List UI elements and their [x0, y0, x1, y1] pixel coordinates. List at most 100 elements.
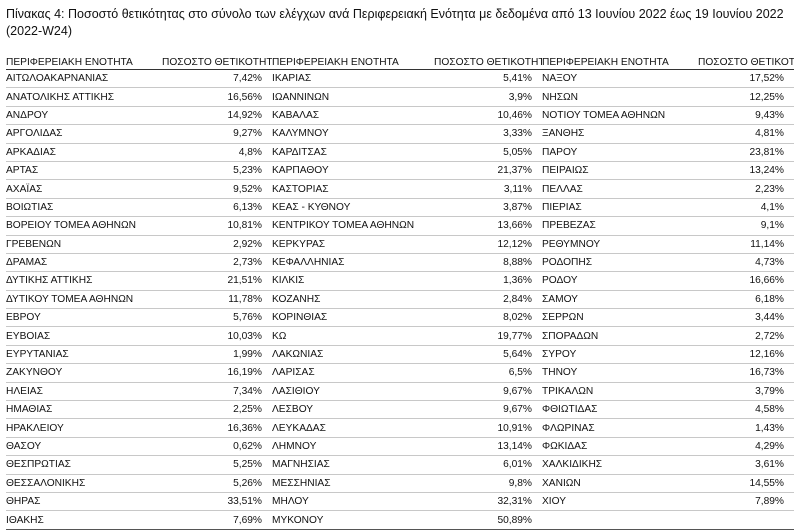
- region-cell: ΣΥΡΟΥ: [542, 345, 684, 365]
- region-cell: ΤΗΝΟΥ: [542, 363, 684, 383]
- rate-cell: 7,89%: [684, 492, 794, 512]
- region-cell: ΚΑΒΑΛΑΣ: [272, 106, 420, 126]
- region-cell: ΝΗΣΩΝ: [542, 87, 684, 107]
- region-cell: ΠΡΕΒΕΖΑΣ: [542, 216, 684, 236]
- rate-cell: 16,56%: [148, 87, 272, 107]
- table-row: ΑΡΓΟΛΙΔΑΣ 9,27% ΚΑΛΥΜΝΟΥ 3,33% ΞΑΝΘΗΣ 4,81%: [6, 124, 794, 144]
- region-cell: ΤΡΙΚΑΛΩΝ: [542, 382, 684, 402]
- region-cell: ΑΡΓΟΛΙΔΑΣ: [6, 124, 148, 144]
- header-row: ΠΕΡΙΦΕΡΕΙΑΚΗ ΕΝΟΤΗΤΑ ΠΟΣΟΣΤΟ ΘΕΤΙΚΟΤΗΤΑΣ…: [6, 55, 794, 70]
- region-cell: ΚΕΦΑΛΛΗΝΙΑΣ: [272, 253, 420, 273]
- region-cell: ΚΕΑΣ - ΚΥΘΝΟΥ: [272, 198, 420, 218]
- table-row: ΔΥΤΙΚΗΣ ΑΤΤΙΚΗΣ 21,51% ΚΙΛΚΙΣ 1,36% ΡΟΔΟΥ 16,…: [6, 271, 794, 291]
- rate-cell: 2,23%: [684, 179, 794, 199]
- rate-cell: 4,58%: [684, 400, 794, 420]
- table-row: ΑΝΔΡΟΥ 14,92% ΚΑΒΑΛΑΣ 10,46% ΝΟΤΙΟΥ ΤΟΜΕΑ ΑΘ…: [6, 106, 794, 126]
- region-cell: ΣΕΡΡΩΝ: [542, 308, 684, 328]
- region-cell: ΠΑΡΟΥ: [542, 143, 684, 162]
- table-row: ΕΥΡΥΤΑΝΙΑΣ 1,99% ΛΑΚΩΝΙΑΣ 5,64% ΣΥΡΟΥ 12,16%: [6, 345, 794, 365]
- rate-cell: 17,52%: [684, 69, 794, 89]
- region-cell: ΛΑΣΙΘΙΟΥ: [272, 382, 420, 402]
- rate-cell: 12,16%: [684, 345, 794, 365]
- region-cell: ΧΙΟΥ: [542, 492, 684, 512]
- region-cell: ΛΑΚΩΝΙΑΣ: [272, 345, 420, 365]
- rate-cell: 2,84%: [420, 290, 542, 310]
- rate-cell: 12,12%: [420, 235, 542, 254]
- rate-cell: 5,76%: [148, 308, 272, 328]
- rate-cell: 8,88%: [420, 253, 542, 273]
- region-cell: ΕΥΒΟΙΑΣ: [6, 326, 148, 346]
- region-cell: ΑΝΔΡΟΥ: [6, 106, 148, 126]
- rate-cell: 16,66%: [684, 271, 794, 291]
- rate-cell: 8,02%: [420, 308, 542, 328]
- region-cell: ΠΕΛΛΑΣ: [542, 179, 684, 199]
- region-cell: ΜΑΓΝΗΣΙΑΣ: [272, 455, 420, 475]
- table-row: ΘΗΡΑΣ 33,51% ΜΗΛΟΥ 32,31% ΧΙΟΥ 7,89%: [6, 492, 794, 512]
- table-row: ΖΑΚΥΝΘΟΥ 16,19% ΛΑΡΙΣΑΣ 6,5% ΤΗΝΟΥ 16,73%: [6, 363, 794, 383]
- rate-cell: 0,62%: [148, 437, 272, 457]
- table-row: ΗΛΕΙΑΣ 7,34% ΛΑΣΙΘΙΟΥ 9,67% ΤΡΙΚΑΛΩΝ 3,79%: [6, 382, 794, 402]
- table-row: ΘΕΣΣΑΛΟΝΙΚΗΣ 5,26% ΜΕΣΣΗΝΙΑΣ 9,8% ΧΑΝΙΩΝ 14,5…: [6, 474, 794, 493]
- rate-cell: 16,19%: [148, 363, 272, 383]
- region-cell: ΔΡΑΜΑΣ: [6, 253, 148, 273]
- rate-cell: 4,8%: [148, 143, 272, 162]
- region-cell: ΑΡΤΑΣ: [6, 161, 148, 181]
- rate-cell: 21,51%: [148, 271, 272, 291]
- region-cell: ΒΟΙΩΤΙΑΣ: [6, 198, 148, 218]
- region-cell: ΛΗΜΝΟΥ: [272, 437, 420, 457]
- rate-header: ΠΟΣΟΣΤΟ ΘΕΤΙΚΟΤΗΤΑΣ: [420, 55, 542, 70]
- table-row: ΑΡΚΑΔΙΑΣ 4,8% ΚΑΡΔΙΤΣΑΣ 5,05% ΠΑΡΟΥ 23,81%: [6, 143, 794, 162]
- region-header: ΠΕΡΙΦΕΡΕΙΑΚΗ ΕΝΟΤΗΤΑ: [6, 55, 148, 70]
- rate-cell: 6,01%: [420, 455, 542, 475]
- region-cell: ΧΑΝΙΩΝ: [542, 474, 684, 493]
- rate-cell: 3,33%: [420, 124, 542, 144]
- region-cell: ΚΕΡΚΥΡΑΣ: [272, 235, 420, 254]
- table-row: ΗΜΑΘΙΑΣ 2,25% ΛΕΣΒΟΥ 9,67% ΦΘΙΩΤΙΔΑΣ 4,58%: [6, 400, 794, 420]
- region-cell: ΘΑΣΟΥ: [6, 437, 148, 457]
- rate-cell: 4,29%: [684, 437, 794, 457]
- region-cell: ΚΑΡΔΙΤΣΑΣ: [272, 143, 420, 162]
- rate-cell: [684, 510, 794, 530]
- region-cell: ΑΙΤΩΛΟΑΚΑΡΝΑΝΙΑΣ: [6, 69, 148, 89]
- rate-cell: 14,55%: [684, 474, 794, 493]
- region-cell: ΖΑΚΥΝΘΟΥ: [6, 363, 148, 383]
- rate-cell: 3,9%: [420, 87, 542, 107]
- table-caption: Πίνακας 4: Ποσοστό θετικότητας στο σύνολ…: [6, 7, 784, 38]
- table-row: ΘΑΣΟΥ 0,62% ΛΗΜΝΟΥ 13,14% ΦΩΚΙΔΑΣ 4,29%: [6, 437, 794, 457]
- table-row: ΘΕΣΠΡΩΤΙΑΣ 5,25% ΜΑΓΝΗΣΙΑΣ 6,01% ΧΑΛΚΙΔΙΚΗΣ 3…: [6, 455, 794, 475]
- rate-cell: 6,5%: [420, 363, 542, 383]
- rate-cell: 3,61%: [684, 455, 794, 475]
- rate-cell: 3,79%: [684, 382, 794, 402]
- rate-cell: 11,14%: [684, 235, 794, 254]
- region-header: ΠΕΡΙΦΕΡΕΙΑΚΗ ΕΝΟΤΗΤΑ: [272, 55, 420, 70]
- rate-cell: 5,41%: [420, 69, 542, 89]
- region-cell: ΘΕΣΠΡΩΤΙΑΣ: [6, 455, 148, 475]
- rate-cell: 2,25%: [148, 400, 272, 420]
- region-cell: [542, 510, 684, 530]
- rate-cell: 4,81%: [684, 124, 794, 144]
- table-row: ΙΘΑΚΗΣ 7,69% ΜΥΚΟΝΟΥ 50,89%: [6, 510, 794, 530]
- rate-cell: 10,46%: [420, 106, 542, 126]
- region-cell: ΓΡΕΒΕΝΩΝ: [6, 235, 148, 254]
- rate-cell: 7,69%: [148, 510, 272, 530]
- region-cell: ΦΘΙΩΤΙΔΑΣ: [542, 400, 684, 420]
- positivity-table: ΠΕΡΙΦΕΡΕΙΑΚΗ ΕΝΟΤΗΤΑ ΠΟΣΟΣΤΟ ΘΕΤΙΚΟΤΗΤΑΣ…: [6, 55, 794, 530]
- region-cell: ΘΗΡΑΣ: [6, 492, 148, 512]
- rate-cell: 1,36%: [420, 271, 542, 291]
- rate-cell: 2,72%: [684, 326, 794, 346]
- region-cell: ΔΥΤΙΚΟΥ ΤΟΜΕΑ ΑΘΗΝΩΝ: [6, 290, 148, 310]
- region-cell: ΠΕΙΡΑΙΩΣ: [542, 161, 684, 181]
- region-cell: ΙΘΑΚΗΣ: [6, 510, 148, 530]
- rate-cell: 16,73%: [684, 363, 794, 383]
- rate-cell: 9,8%: [420, 474, 542, 493]
- region-cell: ΠΙΕΡΙΑΣ: [542, 198, 684, 218]
- region-cell: ΧΑΛΚΙΔΙΚΗΣ: [542, 455, 684, 475]
- region-cell: ΚΑΡΠΑΘΟΥ: [272, 161, 420, 181]
- rate-cell: 4,1%: [684, 198, 794, 218]
- rate-header: ΠΟΣΟΣΤΟ ΘΕΤΙΚΟΤΗΤΑΣ: [684, 55, 794, 70]
- rate-header: ΠΟΣΟΣΤΟ ΘΕΤΙΚΟΤΗΤΑΣ: [148, 55, 272, 70]
- region-cell: ΛΕΣΒΟΥ: [272, 400, 420, 420]
- table-row: ΑΧΑΪΑΣ 9,52% ΚΑΣΤΟΡΙΑΣ 3,11% ΠΕΛΛΑΣ 2,23%: [6, 179, 794, 199]
- rate-cell: 2,73%: [148, 253, 272, 273]
- table-row: ΗΡΑΚΛΕΙΟΥ 16,36% ΛΕΥΚΑΔΑΣ 10,91% ΦΛΩΡΙΝΑΣ 1,4…: [6, 418, 794, 438]
